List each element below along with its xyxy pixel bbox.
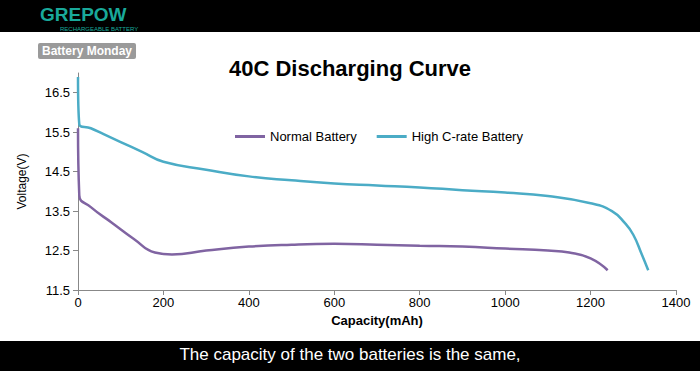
- svg-text:40C Discharging Curve: 40C Discharging Curve: [229, 56, 471, 81]
- svg-text:14.5: 14.5: [45, 164, 70, 179]
- svg-text:GREPOW: GREPOW: [40, 4, 127, 25]
- svg-text:The capacity of the two batter: The capacity of the two batteries is the…: [179, 345, 520, 364]
- svg-text:200: 200: [153, 295, 175, 310]
- svg-text:Voltage(V): Voltage(V): [15, 153, 29, 209]
- svg-text:RECHARGEABLE BATTERY: RECHARGEABLE BATTERY: [60, 26, 138, 32]
- svg-text:High C-rate Battery: High C-rate Battery: [412, 129, 524, 144]
- svg-text:1400: 1400: [662, 295, 691, 310]
- svg-text:Normal Battery: Normal Battery: [270, 129, 357, 144]
- svg-text:Capacity(mAh): Capacity(mAh): [331, 313, 423, 328]
- svg-text:1000: 1000: [491, 295, 520, 310]
- svg-text:11.5: 11.5: [46, 283, 70, 298]
- svg-text:600: 600: [323, 295, 345, 310]
- svg-text:13.5: 13.5: [45, 204, 70, 219]
- svg-text:Battery Monday: Battery Monday: [42, 44, 132, 58]
- svg-text:1200: 1200: [576, 295, 605, 310]
- svg-text:0: 0: [74, 295, 81, 310]
- svg-text:12.5: 12.5: [45, 243, 70, 258]
- svg-text:400: 400: [238, 295, 260, 310]
- svg-text:800: 800: [409, 295, 431, 310]
- svg-text:16.5: 16.5: [45, 85, 70, 100]
- svg-text:15.5: 15.5: [45, 125, 70, 140]
